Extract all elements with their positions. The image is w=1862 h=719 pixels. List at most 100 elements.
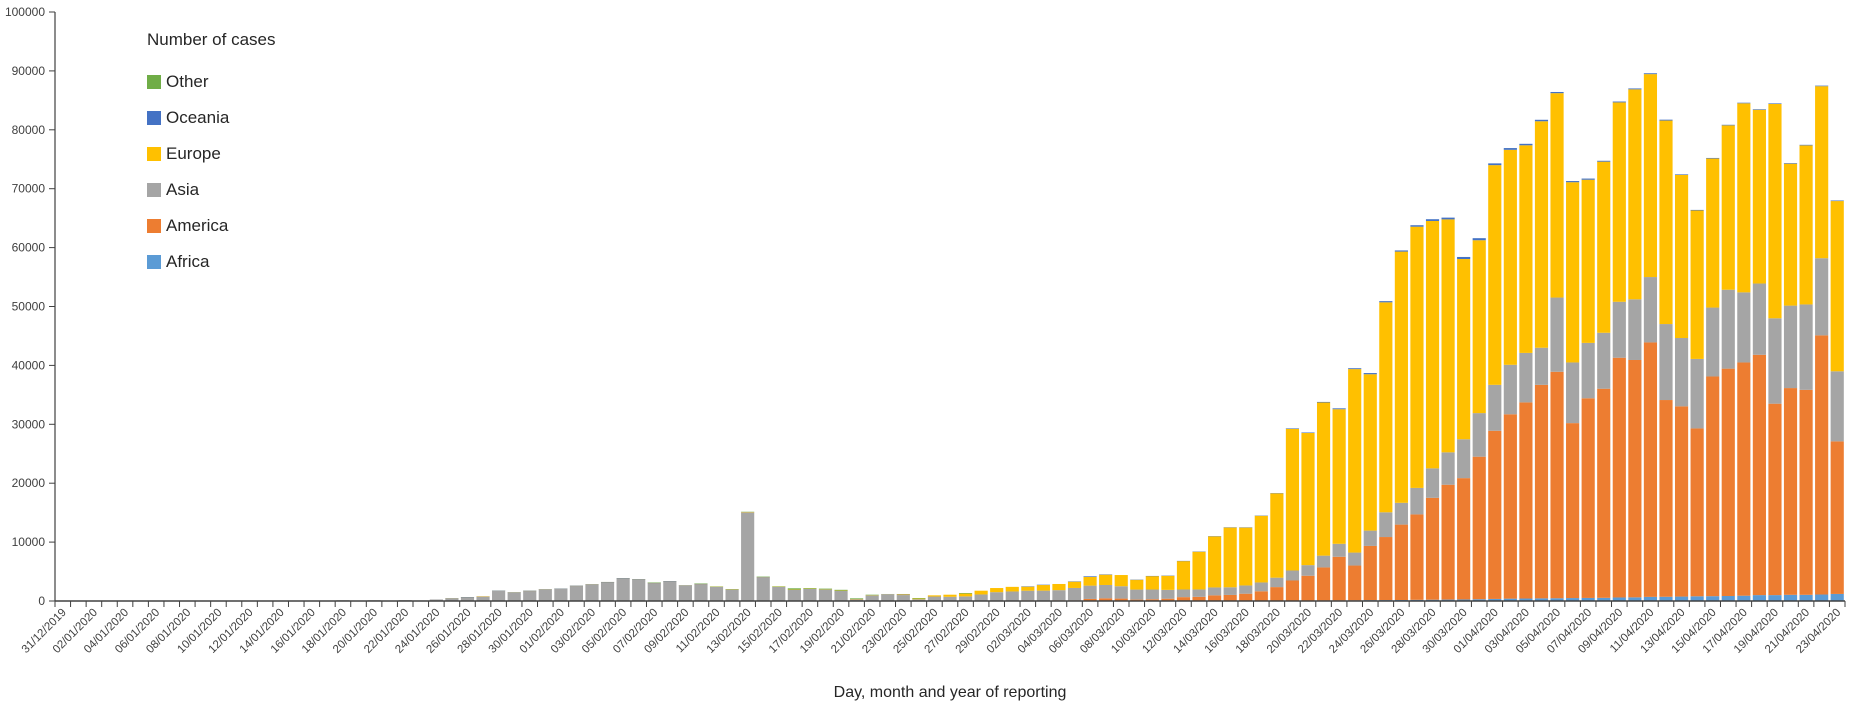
bar-segment-europe	[1519, 145, 1533, 353]
bar-segment-other	[958, 592, 973, 594]
bar-series	[56, 73, 1844, 602]
bar-segment-africa	[1830, 593, 1844, 601]
bar-segment-europe	[1721, 125, 1735, 290]
bar-segment-asia	[1425, 468, 1440, 498]
bar-segment-asia	[1036, 590, 1050, 601]
bar-segment-america	[1783, 388, 1798, 595]
bar-segment-europe	[1472, 240, 1486, 414]
bar-segment-america	[1581, 398, 1595, 598]
bar-segment-asia	[1083, 585, 1097, 599]
legend-swatch-icon	[147, 183, 161, 197]
bar-segment-europe	[1425, 220, 1440, 469]
bar-segment-africa	[1815, 594, 1829, 601]
legend-item-label: Asia	[166, 180, 200, 199]
bar-segment-asia	[709, 586, 724, 601]
bar-segment-asia	[772, 586, 786, 601]
y-axis-tick-label: 60000	[12, 241, 46, 255]
bar-segment-europe	[1099, 574, 1113, 585]
bar-segment-africa	[1643, 596, 1658, 601]
bar-segment-europe	[1130, 579, 1144, 590]
bar-segment-oceania	[1690, 209, 1704, 211]
bar-segment-europe	[1799, 145, 1813, 305]
bar-segment-america	[1363, 545, 1377, 601]
bar-segment-asia	[1488, 384, 1502, 431]
bar-segment-america	[1332, 556, 1346, 601]
bar-segment-asia	[990, 592, 1004, 601]
bar-segment-europe	[1036, 585, 1050, 591]
bar-segment-asia	[881, 594, 895, 601]
bar-segment-america	[1410, 514, 1424, 600]
bar-segment-america	[1114, 598, 1128, 601]
bar-segment-africa	[1628, 597, 1642, 601]
bar-segment-america	[1472, 456, 1486, 600]
bar-segment-europe	[974, 590, 988, 595]
bar-segment-europe	[1379, 302, 1393, 513]
bar-segment-oceania	[1425, 219, 1440, 221]
bar-segment-asia	[460, 597, 475, 601]
bar-segment-asia	[1830, 371, 1844, 442]
bar-segment-africa	[1752, 595, 1766, 601]
bar-segment-america	[1192, 596, 1206, 601]
bar-segment-asia	[569, 585, 584, 601]
bar-segment-america	[1674, 406, 1689, 597]
bar-segment-asia	[1737, 292, 1751, 363]
bar-segment-oceania	[1519, 143, 1533, 146]
bar-segment-asia	[943, 596, 957, 601]
bar-segment-asia	[1145, 589, 1159, 600]
bar-segment-africa	[1534, 598, 1549, 601]
bar-segment-europe	[1534, 121, 1549, 348]
bar-segment-asia	[1005, 591, 1019, 601]
bar-segment-oceania	[1379, 301, 1393, 303]
bar-segment-europe	[1114, 575, 1128, 587]
bar-segment-europe	[1768, 103, 1782, 319]
bar-segment-europe	[1348, 369, 1362, 553]
bar-segment-asia	[1363, 530, 1377, 546]
bar-segment-europe	[1815, 86, 1829, 259]
bar-segment-asia	[678, 585, 692, 601]
legend-item-label: Other	[166, 72, 209, 91]
legend-item-label: America	[166, 216, 229, 235]
bar-segment-oceania	[1301, 432, 1315, 434]
bar-segment-other	[850, 598, 864, 599]
bar-segment-europe	[1690, 210, 1704, 359]
bar-segment-europe	[912, 598, 926, 600]
bar-segment-asia	[756, 577, 770, 601]
bar-segment-america	[1348, 565, 1362, 601]
bar-segment-other	[803, 588, 817, 589]
legend-item-asia: Asia	[147, 172, 276, 208]
bar-segment-america	[1503, 414, 1517, 599]
bar-segment-asia	[1550, 297, 1564, 372]
bar-segment-asia	[1176, 589, 1191, 598]
bar-segment-america	[1721, 368, 1735, 596]
bar-segment-america	[1550, 371, 1564, 599]
bar-segment-europe	[1161, 575, 1175, 590]
bar-segment-america	[1768, 403, 1782, 596]
legend-item-other: Other	[147, 64, 276, 100]
bar-segment-america	[1208, 595, 1222, 601]
y-axis-tick-label: 80000	[12, 123, 46, 137]
bar-segment-oceania	[1566, 181, 1580, 183]
bar-segment-asia	[1752, 283, 1766, 355]
y-axis-tick-label: 40000	[12, 358, 46, 372]
bar-segment-asia	[1472, 413, 1486, 457]
bar-segment-asia	[538, 589, 552, 601]
bar-segment-asia	[1394, 502, 1408, 525]
bar-segment-europe	[1566, 182, 1580, 363]
bar-segment-europe	[990, 588, 1004, 593]
bar-segment-africa	[1503, 598, 1517, 601]
bar-segment-asia	[1768, 318, 1782, 404]
bar-segment-oceania	[1457, 256, 1471, 260]
y-axis-tick-label: 70000	[12, 182, 46, 196]
bar-segment-africa	[1566, 598, 1580, 601]
bar-segment-europe	[1394, 251, 1408, 503]
bar-segment-oceania	[1363, 373, 1377, 375]
bar-segment-oceania	[1612, 101, 1626, 103]
bar-segment-asia	[554, 588, 568, 601]
y-axis-tick-label: 50000	[12, 300, 46, 314]
bar-segment-other	[787, 588, 801, 590]
bar-segment-oceania	[1534, 119, 1549, 122]
bar-segment-asia	[803, 588, 817, 601]
y-axis-tick-label: 30000	[12, 417, 46, 431]
bar-segment-asia	[1379, 512, 1393, 538]
bar-segment-europe	[1332, 409, 1346, 544]
